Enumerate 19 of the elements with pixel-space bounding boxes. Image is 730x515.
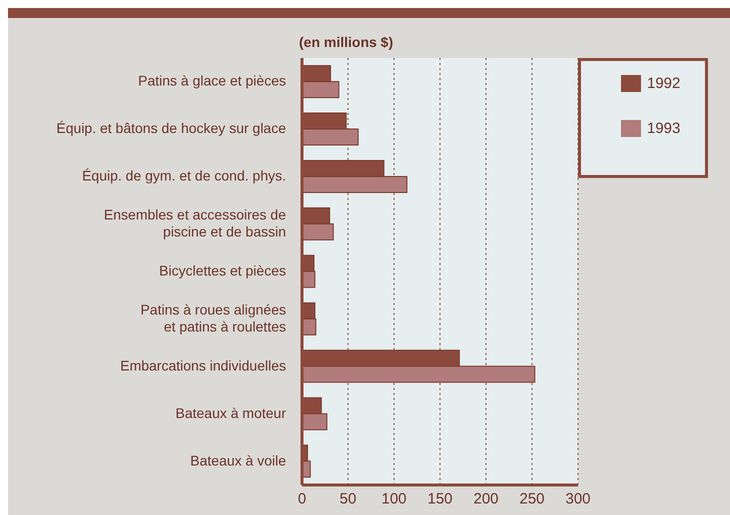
x-tick-label: 50 [340,490,356,508]
y-tick-label: Bicyclettes et pièces [159,262,286,278]
chart-subtitle: (en millions $) [299,34,394,50]
legend-label: 1993 [646,120,682,137]
x-tick-label: 300 [565,490,591,508]
y-tick-label: Embarcations individuelles [120,357,286,374]
x-tick-label: 0 [298,490,306,508]
x-tick-label: 200 [473,490,499,508]
legend-label: 1992 [646,75,682,92]
y-tick-label: Patins à glace et pièces [138,72,286,88]
y-tick-label: Équip. et bâtons de hockey sur glace [56,120,286,136]
x-tick-label: 150 [427,490,453,508]
x-tick-label: 250 [519,490,545,508]
x-tick-label: 100 [381,490,407,508]
y-tick-label: Patins à roues alignées et patins à roulettes [140,301,286,334]
y-tick-label: Bateaux à voile [190,452,286,468]
y-tick-label: Équip. de gym. et de cond. phys. [82,167,286,184]
y-tick-label: Bateaux à moteur [175,404,286,421]
y-tick-label: Ensembles et accessoires de piscine et de bassin [104,206,286,240]
